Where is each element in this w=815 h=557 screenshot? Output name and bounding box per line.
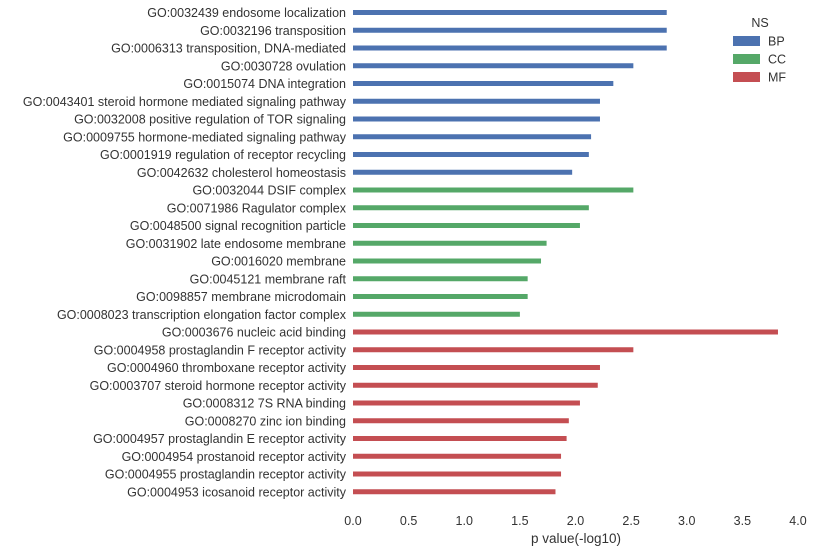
category-label: GO:0009755 hormone-mediated signaling pa… — [63, 130, 347, 144]
legend-title: NS — [751, 16, 768, 30]
legend-swatch-bp — [733, 36, 760, 46]
bar-mf — [353, 418, 569, 424]
bar-mf — [353, 382, 598, 388]
legend-swatch-cc — [733, 54, 760, 64]
category-label: GO:0032044 DSIF complex — [192, 184, 346, 198]
bars-layer — [353, 10, 778, 495]
legend-label-bp: BP — [768, 35, 785, 49]
legend-label-cc: CC — [768, 53, 786, 67]
bar-mf — [353, 471, 562, 477]
category-label: GO:0003707 steroid hormone receptor acti… — [90, 379, 347, 393]
bar-cc — [353, 205, 589, 211]
legend-swatch-mf — [733, 72, 760, 82]
bar-mf — [353, 453, 562, 459]
x-tick-label: 2.0 — [567, 514, 584, 528]
x-tick-label: 0.5 — [400, 514, 417, 528]
bar-cc — [353, 240, 547, 246]
legend-label-mf: MF — [768, 71, 786, 85]
bar-cc — [353, 294, 528, 299]
x-tick-label: 1.0 — [456, 514, 473, 528]
category-label: GO:0008023 transcription elongation fact… — [57, 308, 347, 322]
category-label: GO:0032439 endosome localization — [147, 6, 346, 20]
category-label: GO:0048500 signal recognition particle — [130, 219, 346, 233]
bar-mf — [353, 329, 778, 335]
bar-bp — [353, 10, 667, 15]
bar-bp — [353, 27, 667, 33]
x-tick-label: 3.5 — [734, 514, 751, 528]
x-axis-ticks: 0.0 0.5 1.0 1.5 2.0 2.5 3.0 3.5 4.0 — [344, 514, 806, 528]
bar-mf — [353, 347, 634, 353]
category-label: GO:0008312 7S RNA binding — [183, 397, 346, 411]
bar-cc — [353, 223, 580, 228]
x-tick-label: 0.0 — [344, 514, 361, 528]
bar-cc — [353, 276, 528, 282]
category-label: GO:0004953 icosanoid receptor activity — [127, 485, 347, 499]
bar-cc — [353, 311, 520, 317]
category-label: GO:0098857 membrane microdomain — [136, 290, 346, 304]
x-tick-label: 2.5 — [622, 514, 639, 528]
category-label: GO:0003676 nucleic acid binding — [162, 326, 346, 340]
category-label: GO:0031902 late endosome membrane — [126, 237, 346, 251]
x-tick-label: 1.5 — [511, 514, 528, 528]
bar-mf — [353, 400, 580, 406]
legend-entries: BP CC MF — [733, 35, 786, 85]
category-label: GO:0032196 transposition — [200, 24, 346, 38]
category-label: GO:0071986 Ragulator complex — [167, 201, 347, 215]
category-label: GO:0004958 prostaglandin F receptor acti… — [94, 343, 347, 357]
x-tick-label: 3.0 — [678, 514, 695, 528]
category-label: GO:0045121 membrane raft — [190, 272, 347, 286]
category-label: GO:0006313 transposition, DNA-mediated — [111, 42, 346, 56]
category-label: GO:0004954 prostanoid receptor activity — [122, 450, 347, 464]
bar-bp — [353, 45, 667, 51]
bar-mf — [353, 436, 567, 441]
bar-bp — [353, 169, 573, 175]
category-label: GO:0001919 regulation of receptor recycl… — [100, 148, 346, 162]
category-label: GO:0004960 thromboxane receptor activity — [107, 361, 347, 375]
bar-bp — [353, 98, 600, 104]
bar-cc — [353, 187, 634, 193]
category-label: GO:0030728 ovulation — [221, 59, 346, 73]
bar-bp — [353, 134, 592, 140]
category-label: GO:0004955 prostaglandin receptor activi… — [105, 468, 347, 482]
x-tick-label: 4.0 — [789, 514, 806, 528]
category-label: GO:0043401 steroid hormone mediated sign… — [23, 95, 347, 109]
category-label: GO:0032008 positive regulation of TOR si… — [74, 113, 346, 127]
bar-mf — [353, 365, 600, 370]
legend: NS BP CC MF — [733, 16, 786, 85]
bar-cc — [353, 258, 542, 264]
category-label: GO:0042632 cholesterol homeostasis — [137, 166, 346, 180]
x-axis-title: p value(-log10) — [531, 531, 621, 546]
category-label: GO:0015074 DNA integration — [183, 77, 346, 91]
bar-bp — [353, 81, 614, 86]
category-labels: GO:0032439 endosome localization GO:00321… — [23, 6, 347, 499]
category-label: GO:0004957 prostaglandin E receptor acti… — [93, 432, 347, 446]
category-label: GO:0008270 zinc ion binding — [185, 414, 346, 428]
bar-bp — [353, 63, 634, 69]
bar-bp — [353, 116, 600, 122]
bar-bp — [353, 152, 589, 157]
category-label: GO:0016020 membrane — [211, 255, 346, 269]
bar-mf — [353, 489, 556, 495]
